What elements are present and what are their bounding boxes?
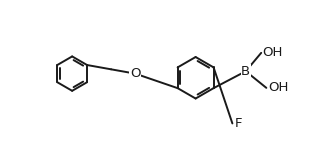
Text: B: B <box>241 65 250 78</box>
Text: O: O <box>130 67 140 80</box>
Text: F: F <box>235 117 242 130</box>
Text: OH: OH <box>263 46 283 59</box>
Text: OH: OH <box>268 81 288 94</box>
